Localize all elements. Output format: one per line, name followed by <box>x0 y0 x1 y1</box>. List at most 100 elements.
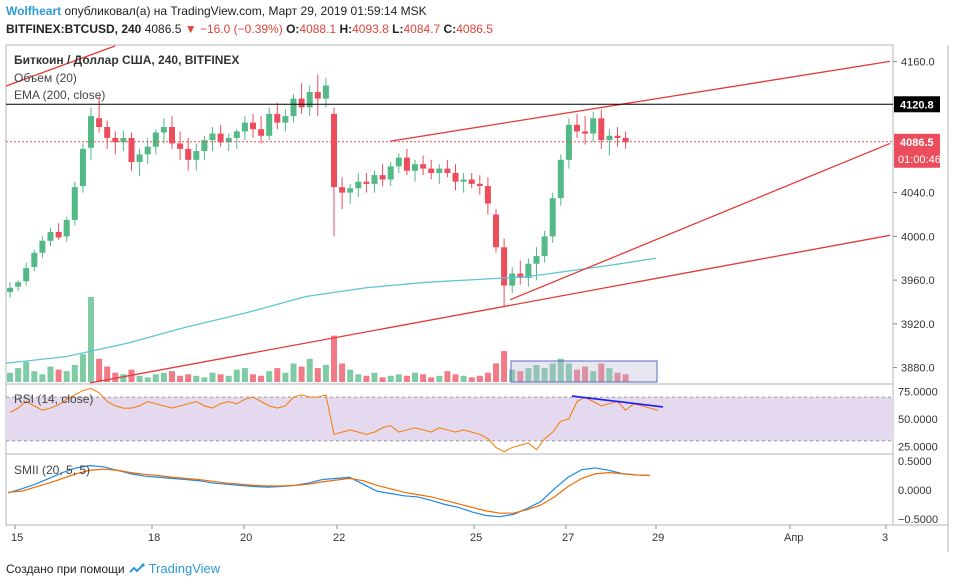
volume-bar <box>152 374 159 382</box>
rsi-divergence-line <box>571 395 664 408</box>
symbol-header: BITFINEX:BTCUSD, 240 4086.5 ▼ −16.0 (−0.… <box>6 22 493 36</box>
candle-body <box>112 137 119 143</box>
last-price-badge <box>894 133 940 168</box>
volume-bar <box>501 351 508 382</box>
volume-bar <box>428 377 435 382</box>
candle-body <box>233 131 240 138</box>
volume-bar <box>395 374 402 382</box>
volume-bar <box>484 372 491 382</box>
candle-body <box>128 137 135 163</box>
volume-bar <box>225 375 232 382</box>
volume-bar <box>96 358 103 382</box>
volume-bar <box>363 375 370 382</box>
volume-bar <box>339 363 346 382</box>
candle-body <box>250 122 256 130</box>
candle-body <box>379 175 386 180</box>
volume-bar <box>298 366 305 382</box>
candle-body <box>217 133 224 143</box>
price-tick-label: 4000.0 <box>901 231 935 243</box>
candle-body <box>598 118 605 141</box>
candle-body <box>241 122 248 132</box>
volume-bar <box>371 372 378 382</box>
price-tick-label: 3960.0 <box>901 275 935 287</box>
volume-bar <box>241 368 248 382</box>
candle-body <box>509 273 516 286</box>
candle-body <box>258 129 265 136</box>
old-channel-trendline <box>5 45 116 87</box>
candle-body <box>501 247 508 286</box>
tradingview-brand[interactable]: TradingView <box>148 561 221 576</box>
change-value: −16.0 (−0.39%) <box>199 22 283 36</box>
volume-bar <box>23 361 30 382</box>
candle-body <box>557 159 564 199</box>
volume-bar <box>266 371 273 382</box>
volume-bar <box>574 369 580 382</box>
volume-bar <box>557 358 564 382</box>
last-price-badge-label: 4086.5 <box>900 137 934 149</box>
low-value: 4084.7 <box>403 22 441 36</box>
upper-channel-trendline <box>389 60 891 142</box>
price-tick-label: 4040.0 <box>901 188 935 200</box>
candle-body <box>160 127 167 133</box>
footer: Создано при помощи TradingView <box>6 561 220 576</box>
volume-bar <box>120 374 127 382</box>
rsi-tick-label: 75.0000 <box>898 387 938 399</box>
volume-bar <box>525 368 532 382</box>
volume-bar <box>412 372 418 382</box>
candle-body <box>444 168 451 173</box>
volume-bar <box>144 377 151 382</box>
rsi-tick-label: 50.0000 <box>898 414 938 426</box>
created-with-text: Создано при помощи <box>6 561 125 576</box>
time-tick-label: 25 <box>470 532 482 544</box>
candle-body <box>565 124 572 160</box>
candle-body <box>403 157 410 171</box>
candle-body <box>209 133 216 141</box>
candle-body <box>144 146 151 155</box>
volume-bar <box>177 375 184 382</box>
volume-bar <box>79 354 86 382</box>
rsi-band <box>6 397 893 441</box>
time-tick-label: Апр <box>784 532 803 544</box>
candle-body <box>493 214 499 248</box>
open-label: O: <box>286 22 300 36</box>
candle-body <box>549 198 556 237</box>
low-label: L: <box>392 22 404 36</box>
volume-bar <box>160 372 167 382</box>
volume-bar <box>533 365 540 382</box>
change-arrow-icon: ▼ <box>184 22 197 36</box>
candle-body <box>436 168 443 173</box>
candle-body <box>395 157 402 167</box>
volume-highlight-box <box>510 360 658 383</box>
candle-body <box>541 236 548 257</box>
candle-body <box>452 172 459 182</box>
candle-body <box>169 127 175 144</box>
high-label: H: <box>339 22 353 36</box>
volume-bar <box>468 377 475 382</box>
time-tick-label: 18 <box>148 532 160 544</box>
candle-body <box>266 113 273 136</box>
volume-bar <box>31 371 38 382</box>
volume-bar <box>355 374 362 382</box>
candle-body <box>23 268 30 282</box>
volume-bar <box>509 369 516 382</box>
countdown-label: 01:00:46 <box>898 154 941 166</box>
candle-body <box>339 187 346 193</box>
candle-body <box>201 140 208 152</box>
volume-bar <box>436 375 443 382</box>
author-name[interactable]: Wolfheart <box>6 4 62 18</box>
volume-bar <box>420 374 427 382</box>
candle-body <box>298 98 305 108</box>
volume-bar <box>460 375 467 382</box>
publish-header: Wolfheart опубликовал(а) на TradingView.… <box>6 4 427 18</box>
volume-bar <box>217 374 224 382</box>
tradingview-logo-icon <box>128 562 145 573</box>
smii-tick-label: −0.5000 <box>898 514 938 526</box>
candle-body <box>468 179 475 184</box>
volume-bar <box>39 374 46 382</box>
volume-bar <box>274 368 281 382</box>
legend-volume: Объем (20) <box>14 71 77 85</box>
volume-bar <box>15 368 22 382</box>
volume-bar <box>201 377 208 382</box>
candle-body <box>347 188 354 193</box>
